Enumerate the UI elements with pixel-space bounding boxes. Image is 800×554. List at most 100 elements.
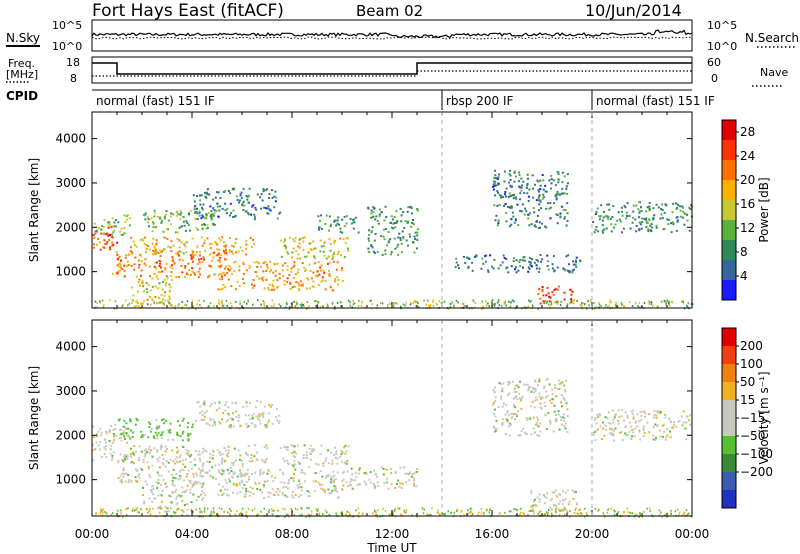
echo-cell <box>223 460 226 463</box>
echo-cell <box>536 418 539 421</box>
echo-cell <box>97 430 100 433</box>
echo-cell <box>649 224 652 227</box>
ground-scatter-cell <box>593 302 595 305</box>
echo-cell <box>397 243 400 246</box>
ground-scatter-cell <box>319 306 321 309</box>
echo-cell <box>312 285 315 288</box>
echo-cell <box>275 419 278 422</box>
echo-cell <box>400 213 403 216</box>
echo-cell <box>528 267 531 270</box>
echo-cell <box>516 398 519 401</box>
echo-cell <box>201 215 204 218</box>
echo-cell <box>681 216 684 219</box>
echo-cell <box>293 459 296 462</box>
echo-cell <box>570 298 573 301</box>
ground-scatter-cell <box>168 301 170 304</box>
ground-scatter-cell <box>490 300 493 303</box>
ground-scatter-cell <box>381 302 384 305</box>
echo-cell <box>304 255 307 258</box>
echo-cell <box>667 223 670 226</box>
echo-cell <box>607 411 610 414</box>
echo-cell <box>128 435 131 438</box>
echo-cell <box>125 472 128 475</box>
echo-cell <box>491 265 493 268</box>
echo-cell <box>104 233 107 236</box>
echo-cell <box>606 215 609 218</box>
echo-cell <box>511 194 514 197</box>
echo-cell <box>247 490 250 493</box>
echo-cell <box>515 266 517 269</box>
ground-scatter-cell <box>614 304 617 307</box>
echo-cell <box>343 446 345 449</box>
echo-cell <box>626 416 629 419</box>
ground-scatter-cell <box>650 301 653 304</box>
ground-scatter-cell <box>550 304 552 306</box>
echo-cell <box>526 432 529 435</box>
echo-cell <box>342 471 345 474</box>
ground-scatter-cell <box>352 515 354 518</box>
ground-scatter-cell <box>666 515 668 518</box>
echo-cell <box>265 444 268 447</box>
echo-cell <box>513 193 515 196</box>
echo-cell <box>184 458 187 461</box>
echo-cell <box>124 256 127 259</box>
echo-cell <box>100 456 103 459</box>
echo-cell <box>187 262 190 265</box>
echo-cell <box>330 478 333 481</box>
echo-cell <box>196 245 199 248</box>
echo-cell <box>140 436 143 438</box>
echo-cell <box>150 491 153 494</box>
echo-cell <box>538 288 541 291</box>
echo-cell <box>642 429 645 432</box>
echo-cell <box>457 264 459 267</box>
echo-cell <box>264 260 267 263</box>
echo-cell <box>247 425 250 428</box>
echo-cell <box>196 218 199 220</box>
echo-cell <box>540 397 542 400</box>
echo-cell <box>642 427 645 430</box>
echo-cell <box>117 461 120 464</box>
echo-cell <box>117 419 120 422</box>
echo-cell <box>175 472 178 475</box>
echo-cell <box>163 248 166 251</box>
echo-cell <box>121 472 124 475</box>
echo-cell <box>526 173 529 176</box>
echo-cell <box>268 192 271 195</box>
echo-cell <box>200 194 203 197</box>
echo-cell <box>539 179 542 182</box>
echo-cell <box>339 455 342 458</box>
echo-cell <box>351 487 354 490</box>
echo-cell <box>187 469 190 472</box>
cpid-segment-label: normal (fast) 151 IF <box>96 94 215 108</box>
echo-cell <box>201 489 203 492</box>
ground-scatter-cell <box>158 511 161 514</box>
echo-cell <box>515 196 518 199</box>
echo-cell <box>118 262 121 265</box>
echo-cell <box>104 445 107 447</box>
echo-cell <box>309 458 312 461</box>
ground-scatter-cell <box>109 299 111 302</box>
echo-cell <box>140 450 143 453</box>
echo-cell <box>532 504 535 507</box>
echo-cell <box>217 205 219 208</box>
echo-cell <box>510 223 513 226</box>
echo-cell <box>556 495 558 498</box>
ground-scatter-cell <box>605 303 607 306</box>
ground-scatter-cell <box>581 307 584 310</box>
ground-scatter-cell <box>546 300 548 303</box>
noise-left-tick-top: 10^5 <box>52 19 82 32</box>
echo-cell <box>201 214 204 217</box>
echo-cell <box>236 199 239 201</box>
echo-cell <box>398 232 401 235</box>
echo-cell <box>205 214 208 216</box>
ground-scatter-cell <box>638 515 640 518</box>
echo-cell <box>222 271 225 274</box>
ground-scatter-cell <box>588 304 590 307</box>
echo-cell <box>211 457 214 460</box>
echo-cell <box>610 223 613 226</box>
echo-cell <box>405 481 408 484</box>
echo-cell <box>498 194 501 197</box>
echo-cell <box>505 258 508 260</box>
echo-cell <box>531 507 534 510</box>
echo-cell <box>341 231 344 234</box>
